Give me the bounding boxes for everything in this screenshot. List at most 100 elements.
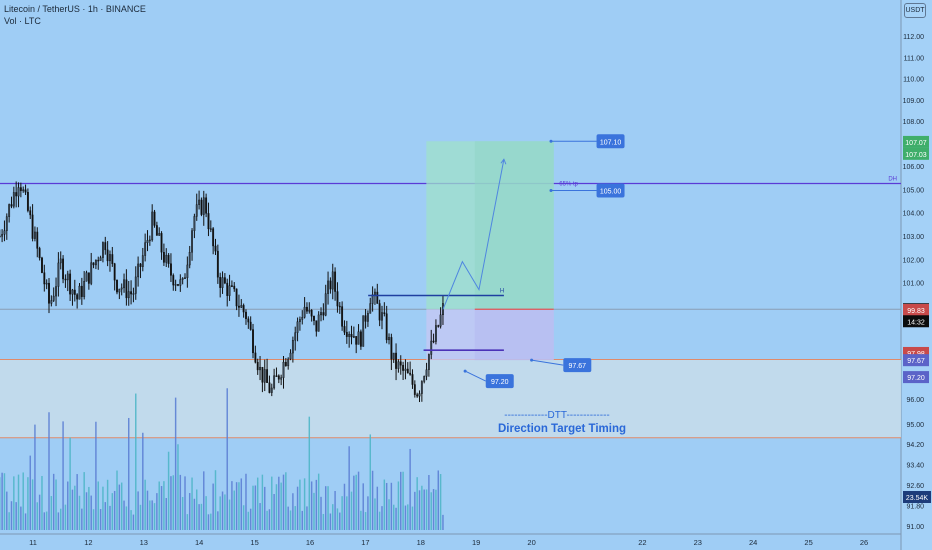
candle-body [381,312,383,321]
volume-bar [329,513,332,530]
currency-button[interactable]: USDT [904,3,926,18]
volume-bar [163,481,165,530]
volume-bar [292,493,294,530]
candle-body [59,258,62,264]
volume-bar [439,474,442,530]
candle-body [193,216,196,231]
candle-body [287,358,290,367]
candle-body [153,211,156,226]
time-tick-label: 13 [140,538,148,547]
candle-body [181,278,184,280]
price-tick-label: 106.00 [903,164,925,171]
candle-body [130,291,133,295]
volume-bar [428,475,430,530]
candle-body [404,368,407,371]
volume-bar [320,496,322,530]
volume-bar [207,514,210,530]
candle-body [202,197,205,215]
price-axis-background [901,0,932,550]
volume-bar [378,511,381,530]
volume-bar [310,481,313,530]
volume-bar [99,509,102,530]
volume-bar [188,493,191,530]
volume-bar [92,509,95,530]
candle-body [329,280,332,290]
candle-body [73,289,76,295]
volume-bar [381,506,383,530]
time-tick-label: 12 [84,538,92,547]
candle-body [36,231,39,249]
volume-bar [353,475,355,530]
candle-body [123,279,125,289]
volume-bar [437,470,439,530]
candle-body [109,254,111,262]
volume-bar [313,492,315,530]
volume-bar [261,474,264,530]
volume-bar [137,491,139,530]
candle-body [104,242,107,251]
candle-body [320,312,322,316]
candle-body [420,381,423,394]
volume-bar [282,474,285,530]
candle-body [275,375,278,377]
candle-body [315,320,318,332]
candle-body [111,254,114,264]
candle-body [240,305,243,308]
candle-body [216,250,219,278]
volume-bar [22,472,24,530]
volume-bar [397,481,400,530]
candle-body [366,313,369,322]
volume-bar [264,486,266,530]
price-tick-label: 91.80 [906,504,924,511]
annotation-leader [531,359,564,366]
candle-body [233,285,236,290]
volume-bar [411,506,414,530]
volume-bar [203,471,205,530]
candle-body [228,285,231,296]
volume-bar [151,500,153,530]
countdown-bg [903,315,929,328]
candle-body [402,365,405,371]
volume-bar [392,504,395,530]
volume-bar [315,479,318,530]
volume-bar [167,451,170,530]
candle-body [249,321,252,330]
volume-bar [198,504,200,530]
symbol-title[interactable]: Litecoin / TetherUS · 1h · BINANCE [4,4,146,14]
volume-bar [200,503,203,530]
candle-body [423,376,426,382]
volume-bar [62,421,64,530]
price-tick-label: 91.00 [906,524,924,531]
volume-bar [341,496,343,530]
candle-body [87,272,90,284]
volume-bar [57,512,60,530]
volume-bar [118,484,121,530]
volume-legend[interactable]: Vol · LTC [4,16,41,26]
volume-bar [336,508,339,530]
volume-bar [156,493,158,530]
candle-body [238,305,240,308]
volume-bar [414,491,416,530]
volume-bar [278,476,280,530]
volume-bar [38,494,41,530]
projection-arrowhead [500,158,507,165]
time-tick-label: 16 [306,538,314,547]
volume-bar [442,514,444,530]
price-badge: 97.67 [903,354,929,367]
candle-body [5,216,8,231]
price-badge-text: 99.83 [907,308,925,315]
volume-bar [233,490,235,530]
volume-bar [74,485,76,530]
candle-body [191,230,193,253]
candle-body [226,282,229,296]
candle-body [268,382,271,393]
time-tick-label: 22 [638,538,646,547]
volume-bar [170,476,172,530]
candle-body [378,303,381,321]
volume-bar [294,506,296,530]
demand-zone [0,359,901,438]
candle-body [76,294,79,300]
time-tick-label: 23 [694,538,702,547]
price-badge-bg [903,135,929,148]
